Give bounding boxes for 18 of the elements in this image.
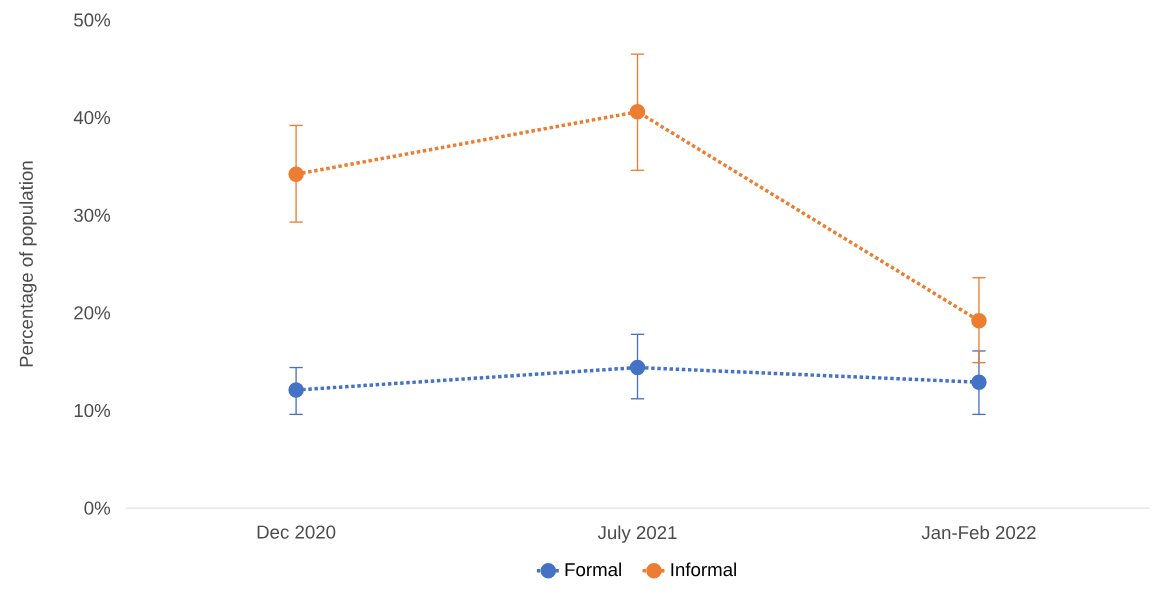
y-tick-label: 0% xyxy=(84,501,111,515)
y-tick-label: 50% xyxy=(74,13,111,27)
y-tick-label: 10% xyxy=(74,403,111,418)
point xyxy=(629,359,646,376)
y-tick-label: 40% xyxy=(73,110,111,125)
y-tick-label: 30% xyxy=(74,208,111,222)
y-tick-label: 20% xyxy=(74,306,111,320)
x-tick-label: July 2021 xyxy=(597,525,677,543)
point xyxy=(288,166,304,182)
y-axis-title: Percentage of population xyxy=(19,161,37,367)
legend-label: Informal xyxy=(671,562,736,577)
point xyxy=(629,103,646,120)
x-tick-label: Dec 2020 xyxy=(257,525,336,539)
x-tick-label: Jan-Feb 2022 xyxy=(921,525,1036,540)
point xyxy=(971,312,987,329)
legend-label: Formal xyxy=(565,562,621,577)
point xyxy=(288,382,304,398)
point xyxy=(971,374,987,390)
